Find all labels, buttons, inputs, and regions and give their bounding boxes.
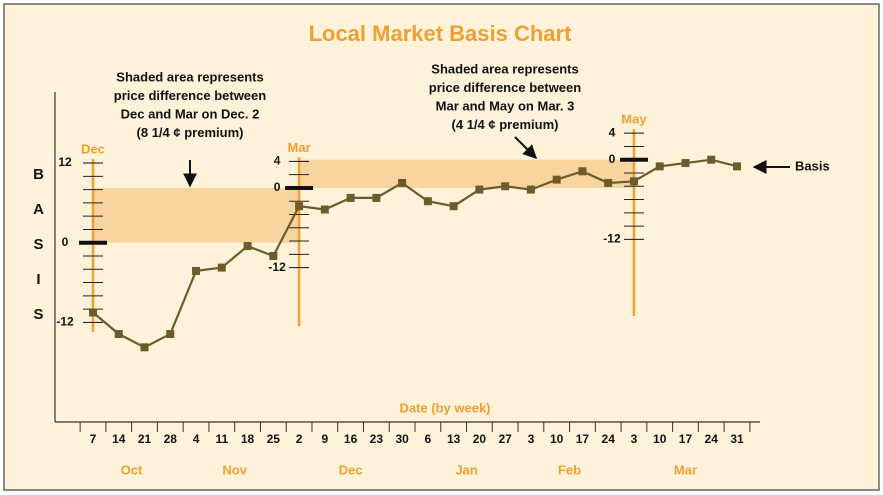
tick-label: 0 [62,235,69,249]
futures-scale-name: Mar [288,140,311,155]
basis-point [578,167,587,176]
x-tick-label: 27 [498,432,512,446]
basis-point [707,155,716,164]
x-tick-label: 3 [528,432,535,446]
basis-point [114,330,123,339]
basis-point [140,343,149,352]
basis-point [655,162,664,171]
x-tick-label: 13 [447,432,461,446]
annotation-line: Shaded area represents [431,61,578,76]
basis-point [733,162,741,171]
x-axis-label: Date (by week) [399,400,490,415]
x-tick-label: 2 [296,432,303,446]
annotation-line: price difference between [429,80,581,95]
basis-point [681,159,690,168]
basis-point [372,193,381,202]
annotation-line: price difference between [114,88,266,103]
tick-label: 12 [58,155,72,169]
x-tick-label: 17 [576,432,590,446]
x-tick-label: 3 [631,432,638,446]
tick-label: 0 [609,152,616,166]
x-tick-label: 4 [193,432,200,446]
x-tick-label: 31 [730,432,744,446]
x-tick-label: 7 [90,432,97,446]
annotation-line: (8 1/4 ¢ premium) [137,125,244,140]
x-tick-label: 14 [112,432,126,446]
x-tick-label: 16 [344,432,358,446]
basis-point [320,205,329,214]
annotation-line: Mar and May on Mar. 3 [436,98,575,113]
background [3,3,880,491]
x-tick-label: 24 [705,432,719,446]
basis-point [269,252,278,260]
x-tick-label: 17 [679,432,693,446]
month-label: Mar [674,462,697,477]
annotation-line: (4 1/4 ¢ premium) [452,117,559,132]
basis-point [501,182,510,191]
annotation-line: Shaded area represents [116,69,263,84]
x-tick-label: 23 [370,432,384,446]
y-axis-label: BASIS [30,166,47,341]
series-label: Basis [795,158,830,173]
x-tick-label: 28 [164,432,178,446]
x-tick-label: 11 [215,432,228,446]
basis-point [192,266,201,275]
x-tick-label: 10 [550,432,564,446]
tick-label: -12 [603,232,621,246]
basis-point [629,177,638,186]
basis-point [604,178,613,187]
basis-point [346,193,355,202]
basis-point [217,263,226,272]
x-tick-label: 6 [425,432,432,446]
month-label: Nov [222,462,247,477]
x-tick-label: 30 [395,432,409,446]
x-tick-label: 18 [241,432,255,446]
tick-label: -12 [56,315,74,329]
x-tick-label: 9 [321,432,328,446]
basis-point [295,202,304,211]
tick-label: 4 [609,125,616,139]
basis-point [552,175,561,184]
x-tick-label: 10 [653,432,667,446]
x-tick-label: 20 [473,432,487,446]
tick-label: 4 [274,154,281,168]
chart-title: Local Market Basis Chart [309,21,573,46]
basis-point [475,185,484,194]
month-label: Dec [339,462,363,477]
month-label: Oct [121,462,143,477]
x-tick-label: 21 [138,432,152,446]
basis-line [92,158,738,349]
basis-point [89,308,97,317]
tick-label: 0 [274,180,281,194]
x-tick-label: 25 [267,432,281,446]
month-label: Feb [558,462,581,477]
basis-point [243,242,252,251]
basis-point [166,330,175,339]
futures-scale-name: Dec [81,141,105,156]
basis-point [526,185,535,194]
x-tick-label: 24 [602,432,616,446]
tick-label: -12 [268,260,286,274]
premium-shade [93,187,300,243]
futures-scale-name: May [621,112,647,127]
month-label: Jan [455,462,477,477]
basis-point [449,202,458,211]
annotation-arrow [514,136,537,159]
basis-point [398,178,407,187]
annotation-line: Dec and Mar on Dec. 2 [121,106,260,121]
basis-point [423,197,432,206]
